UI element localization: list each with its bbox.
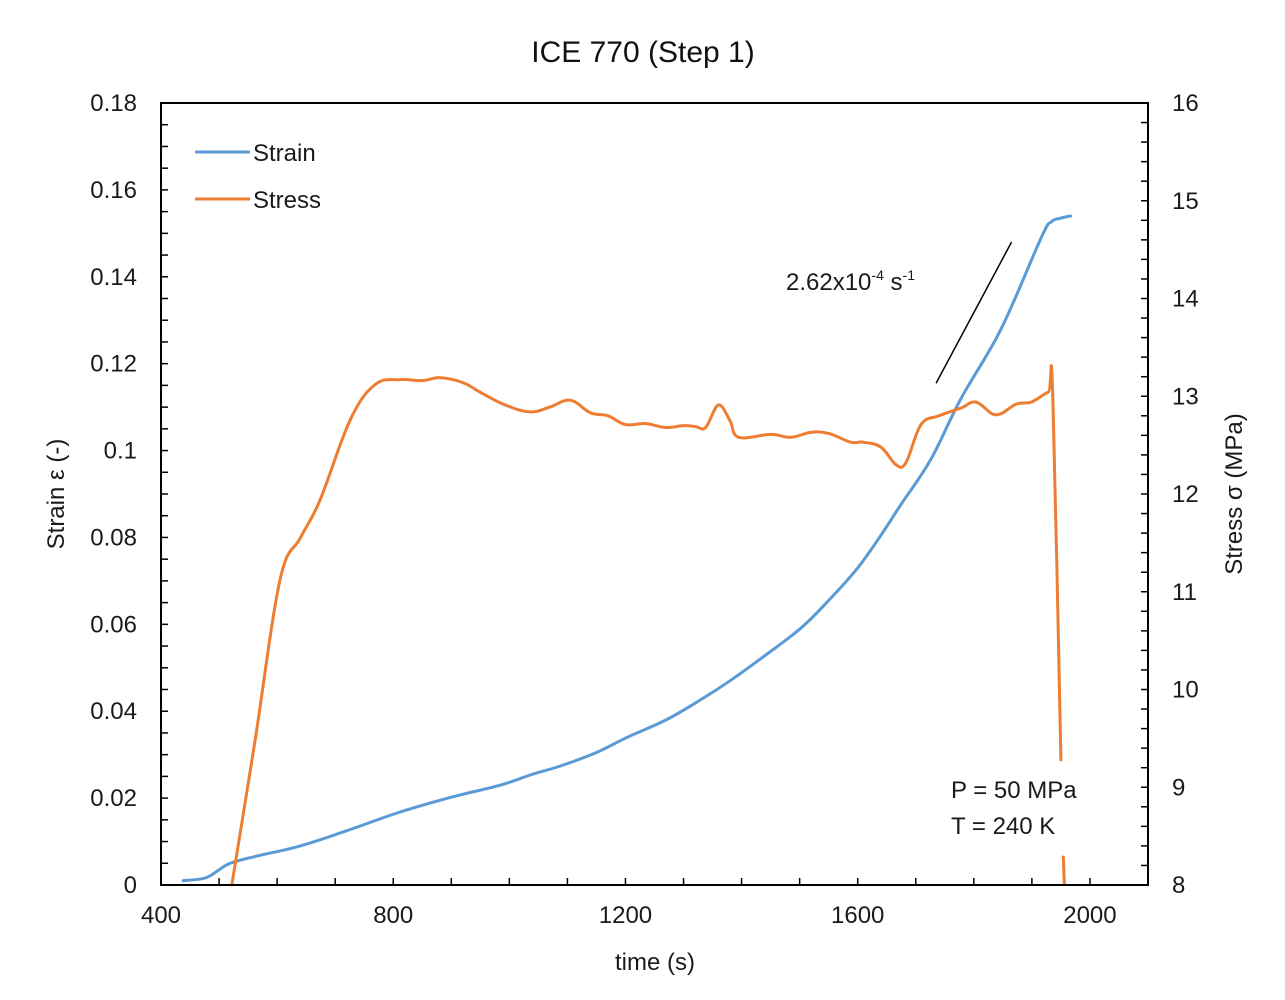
y2-tick-label: 10: [1172, 677, 1199, 704]
y2-tick-label: 16: [1172, 90, 1199, 117]
y2-tick-label: 11: [1172, 579, 1197, 606]
strain-rate-annotation: 2.62x10-4 s-1: [786, 267, 915, 296]
x-axis-title: time (s): [615, 949, 695, 976]
y-tick-label: 0.06: [90, 611, 137, 638]
series-tail-stress: [1061, 855, 1066, 886]
legend: Strain Stress: [195, 140, 321, 214]
strain-rate-unit: s: [884, 269, 903, 296]
y2-tick-label: 15: [1172, 188, 1199, 215]
y-tick-label: 0.08: [90, 524, 137, 551]
y-tick-label: 0.14: [90, 264, 137, 291]
x-tick-labels: 400 800 1200 1600 2000: [141, 902, 1117, 929]
plot-area-frame: [160, 102, 1149, 886]
y-tick-label: 0.16: [90, 177, 137, 204]
y-axis-title: Strain ε (-): [43, 439, 70, 550]
strain-rate-base: 2.62x10: [786, 269, 871, 296]
y-tick-label: 0: [124, 872, 137, 899]
y2-tick-label: 12: [1172, 481, 1199, 508]
legend-label-strain: Strain: [253, 140, 316, 167]
y2-tick-label: 8: [1172, 872, 1185, 899]
y2-tick-labels: 8 9 10 11 12 13 14 15 16: [1172, 90, 1199, 899]
y2-tick-label: 14: [1172, 286, 1199, 313]
y2-tick-label: 9: [1172, 774, 1185, 801]
x-tick-label: 800: [373, 902, 413, 929]
strain-rate-slope-line: [935, 241, 1013, 384]
strain-rate-unit-exponent: -1: [903, 267, 916, 283]
temperature-annotation: T = 240 K: [951, 813, 1055, 840]
y-tick-label: 0.1: [104, 438, 137, 465]
x-tick-label: 1600: [831, 902, 884, 929]
legend-label-stress: Stress: [253, 187, 321, 214]
series-line-strain: [181, 214, 1073, 883]
chart-title: ICE 770 (Step 1): [531, 36, 754, 69]
y-tick-label: 0.12: [90, 351, 137, 378]
y2-tick-label: 13: [1172, 383, 1199, 410]
pressure-annotation: P = 50 MPa: [951, 777, 1077, 804]
y2-axis-title: Stress σ (MPa): [1221, 413, 1248, 575]
y-tick-labels: 0 0.02 0.04 0.06 0.08 0.1 0.12 0.14 0.16 0.18: [90, 90, 137, 899]
minor-ticks: [160, 102, 1149, 886]
x-tick-label: 2000: [1063, 902, 1116, 929]
y-tick-label: 0.04: [90, 698, 137, 725]
y-tick-label: 0.02: [90, 785, 137, 812]
x-tick-label: 400: [141, 902, 181, 929]
y-tick-label: 0.18: [90, 90, 137, 117]
series-line-stress: [230, 364, 1063, 887]
series-layer: [181, 214, 1073, 887]
strain-rate-exponent: -4: [871, 267, 884, 283]
x-tick-label: 1200: [599, 902, 652, 929]
